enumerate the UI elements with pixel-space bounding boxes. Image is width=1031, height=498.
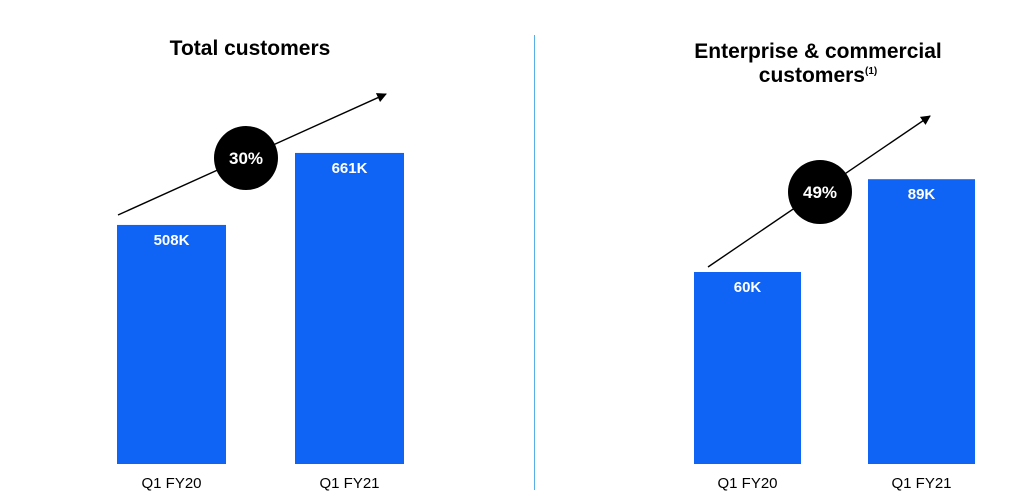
chart-title-text: Enterprise & commercial customers (694, 40, 942, 87)
chart-title-total-customers: Total customers (60, 37, 440, 61)
x-tick-label: Q1 FY21 (891, 475, 951, 492)
data-label: 60K (734, 279, 762, 296)
growth-label: 49% (803, 183, 837, 202)
chart-2: 60K Q1 FY20 89K Q1 FY21 49% (694, 115, 975, 492)
growth-label: 30% (229, 149, 263, 168)
panel-divider (534, 35, 535, 490)
growth-badge (214, 126, 278, 190)
data-label: 661K (332, 160, 368, 177)
data-label: 508K (154, 232, 190, 249)
data-label: 89K (908, 186, 936, 203)
x-tick-label: Q1 FY21 (319, 475, 379, 492)
bar-q1-fy21 (868, 179, 975, 464)
bar-q1-fy20 (694, 272, 801, 464)
growth-badge (788, 160, 852, 224)
chart-title-text: Total customers (169, 37, 331, 60)
bar-q1-fy21 (295, 152, 404, 465)
footnote-marker: (1) (864, 66, 878, 77)
x-tick-label: Q1 FY20 (717, 475, 777, 492)
bar-q1-fy20 (117, 224, 226, 464)
x-tick-label: Q1 FY20 (141, 475, 201, 492)
chart-title-enterprise-customers: Enterprise & commercial customers(1) (648, 40, 988, 88)
chart-1: 508K Q1 FY20 661K Q1 FY21 30% (117, 93, 404, 492)
